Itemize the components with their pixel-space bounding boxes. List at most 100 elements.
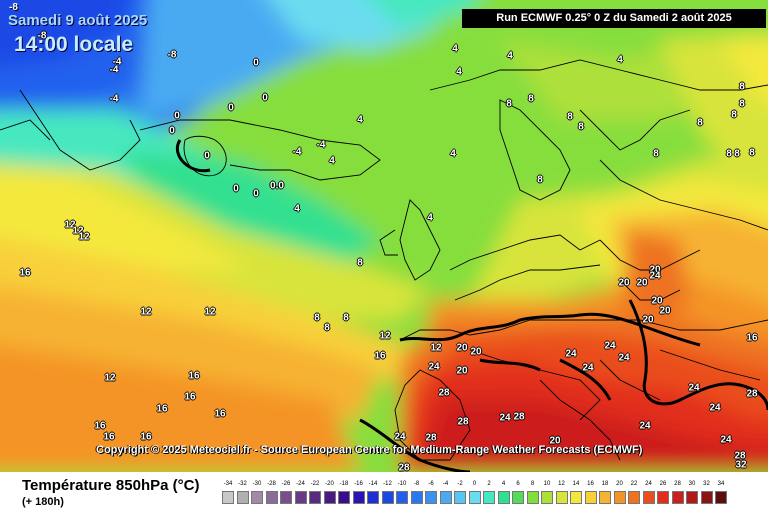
copyright-notice: Copyright © 2025 Meteociel.fr - Source E… bbox=[96, 444, 643, 456]
isotherm-value-label: 0 bbox=[233, 183, 239, 195]
scale-tick-label: -34 bbox=[223, 481, 233, 487]
isotherm-value-label: 8 bbox=[528, 93, 534, 105]
isotherm-value-label: 0 bbox=[228, 102, 234, 114]
scale-color-swatch bbox=[584, 491, 597, 504]
scale-tick-label: 22 bbox=[630, 481, 638, 487]
scale-color-swatch bbox=[468, 491, 481, 504]
scale-color-swatch bbox=[555, 491, 568, 504]
scale-color-swatch bbox=[512, 491, 524, 504]
isotherm-value-label: 0 bbox=[253, 188, 259, 200]
isotherm-value-label: 24 bbox=[582, 362, 594, 374]
temperature-map: Samedi 9 août 2025 14:00 locale -8 Run E… bbox=[0, 0, 768, 472]
legend-footer: Température 850hPa (°C) (+ 180h) -34 -32-… bbox=[0, 472, 768, 512]
scale-tick-label: -10 bbox=[397, 481, 407, 487]
forecast-date: Samedi 9 août 2025 bbox=[8, 12, 148, 29]
scale-color-swatch bbox=[715, 491, 727, 504]
isotherm-value-label: 28 bbox=[457, 416, 469, 428]
scale-tick-label: 2 bbox=[487, 481, 491, 487]
isotherm-value-label: 16 bbox=[156, 403, 168, 415]
isotherm-value-label: 16 bbox=[746, 332, 758, 344]
isotherm-value-label: 28 bbox=[734, 450, 746, 462]
scale-color-swatch bbox=[671, 491, 684, 504]
scale-tick-label: 26 bbox=[659, 481, 667, 487]
scale-color-swatch bbox=[338, 491, 350, 504]
isotherm-value-label: 12 bbox=[204, 306, 216, 318]
isotherm-value-label: 20 bbox=[456, 342, 468, 354]
isotherm-value-label: 20 bbox=[651, 295, 663, 307]
isotherm-value-label: 24 bbox=[618, 352, 630, 364]
isotherm-value-label: 16 bbox=[94, 420, 106, 432]
isotherm-value-label: 4 bbox=[452, 43, 458, 55]
scale-color-swatch bbox=[367, 491, 379, 504]
isotherm-value-label: 28 bbox=[746, 388, 758, 400]
isotherm-value-label: -8 bbox=[37, 30, 47, 42]
scale-color-swatch bbox=[251, 491, 263, 504]
scale-tick-label: -20 bbox=[325, 481, 334, 487]
isotherm-value-label: 24 bbox=[720, 434, 732, 446]
scale-color-swatch bbox=[294, 491, 307, 504]
scale-color-swatch bbox=[570, 491, 582, 504]
isotherm-value-label: 4 bbox=[427, 212, 433, 224]
scale-color-swatch bbox=[236, 491, 249, 504]
isotherm-value-label: 0 bbox=[262, 92, 268, 104]
scale-color-swatch bbox=[497, 491, 510, 504]
relief-contours bbox=[175, 139, 768, 472]
isotherm-value-label: 16 bbox=[188, 370, 200, 382]
isotherm-value-label: 16 bbox=[140, 431, 152, 443]
isotherm-value-label: 24 bbox=[428, 361, 440, 373]
isotherm-value-label: 4 bbox=[507, 50, 513, 62]
isotherm-value-label: 4 bbox=[450, 148, 456, 160]
isotherm-value-label: 8 bbox=[357, 257, 363, 269]
scale-tick-label: -12 bbox=[383, 481, 392, 487]
isotherm-value-label: 12 bbox=[430, 342, 442, 354]
scale-color-swatch bbox=[352, 491, 365, 504]
scale-tick-label: 16 bbox=[587, 481, 594, 487]
scale-color-swatch bbox=[280, 491, 292, 504]
isotherm-value-label: 8 bbox=[734, 148, 740, 160]
scale-tick-label: -18 bbox=[339, 481, 349, 487]
isotherm-value-label: 0 bbox=[174, 110, 180, 122]
scale-tick-label: -30 bbox=[252, 481, 262, 487]
map-canvas bbox=[0, 0, 768, 472]
run-info-banner: Run ECMWF 0.25° 0 Z du Samedi 2 août 202… bbox=[462, 9, 766, 28]
scale-tick-label: -28 bbox=[267, 481, 276, 487]
isotherm-value-label: -8 bbox=[167, 49, 177, 61]
isotherm-value-label: 12 bbox=[140, 306, 152, 318]
scale-tick-label: 8 bbox=[530, 481, 535, 487]
scale-tick-label: 14 bbox=[572, 481, 580, 487]
isotherm-value-label: 8 bbox=[697, 117, 703, 129]
scale-color-swatch bbox=[381, 491, 394, 504]
isotherm-value-label: -4 bbox=[292, 146, 302, 158]
scale-tick-label: -4 bbox=[442, 481, 449, 487]
scale-tick-label: -14 bbox=[368, 481, 378, 487]
isotherm-value-label: 20 bbox=[636, 277, 648, 289]
scale-tick-label: -8 bbox=[413, 481, 420, 487]
scale-color-swatch bbox=[265, 491, 278, 504]
isotherm-value-label: 28 bbox=[398, 462, 410, 473]
isotherm-value-label: 20 bbox=[549, 435, 561, 447]
variable-title: Température 850hPa (°C) bbox=[22, 477, 200, 494]
scale-color-swatch bbox=[454, 491, 466, 504]
scale-tick-label: 28 bbox=[674, 481, 681, 487]
scale-color-swatch bbox=[410, 491, 423, 504]
scale-tick-label: -32 bbox=[238, 481, 247, 487]
scale-color-swatch bbox=[425, 491, 437, 504]
isotherm-value-label: 16 bbox=[374, 350, 386, 362]
scale-color-swatch bbox=[439, 491, 452, 504]
isotherm-value-label: 8 bbox=[726, 148, 732, 160]
scale-color-swatch bbox=[700, 491, 713, 504]
scale-color-swatch bbox=[686, 491, 698, 504]
scale-tick-label: 10 bbox=[543, 481, 551, 487]
scale-tick-label: 34 bbox=[717, 481, 725, 487]
isotherm-value-label: 8 bbox=[324, 322, 330, 334]
isotherm-value-label: 0.0 bbox=[270, 180, 284, 192]
scale-tick-label: 32 bbox=[703, 481, 710, 487]
isotherm-value-label: 28 bbox=[425, 432, 437, 444]
scale-tick-label: -16 bbox=[354, 481, 363, 487]
scale-color-swatch bbox=[541, 491, 553, 504]
isotherm-value-label: 4 bbox=[329, 155, 335, 167]
scale-tick-label: -6 bbox=[428, 481, 434, 487]
corner-isotherm-label: -8 bbox=[9, 2, 18, 13]
isotherm-value-label: -4 bbox=[109, 93, 119, 105]
scale-tick-label: -2 bbox=[457, 481, 463, 487]
